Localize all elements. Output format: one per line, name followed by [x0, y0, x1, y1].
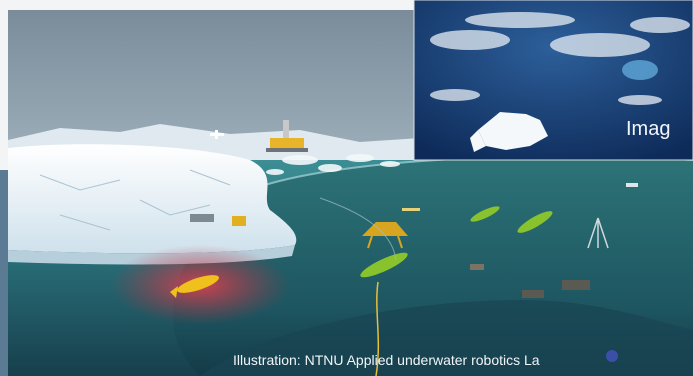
photo-caption: Imag: [626, 118, 671, 140]
surface-vessel: [626, 183, 638, 187]
arctic-illustration: [8, 10, 693, 376]
research-station: [190, 214, 214, 222]
drone-icon: [210, 130, 224, 139]
illustration-credit: Illustration: NTNU Applied underwater ro…: [233, 352, 540, 368]
logo-badge: [606, 350, 618, 362]
earth-photo: [413, 0, 693, 161]
aerial-drone: [402, 208, 420, 211]
seabed-installation: [522, 290, 544, 298]
ice-sheet: [8, 144, 297, 254]
oil-platform-icon: [266, 120, 308, 152]
buoy-icon: [587, 217, 609, 249]
auv-icon: [170, 275, 220, 298]
lander: [362, 222, 408, 236]
tracked-vehicle: [232, 216, 246, 226]
